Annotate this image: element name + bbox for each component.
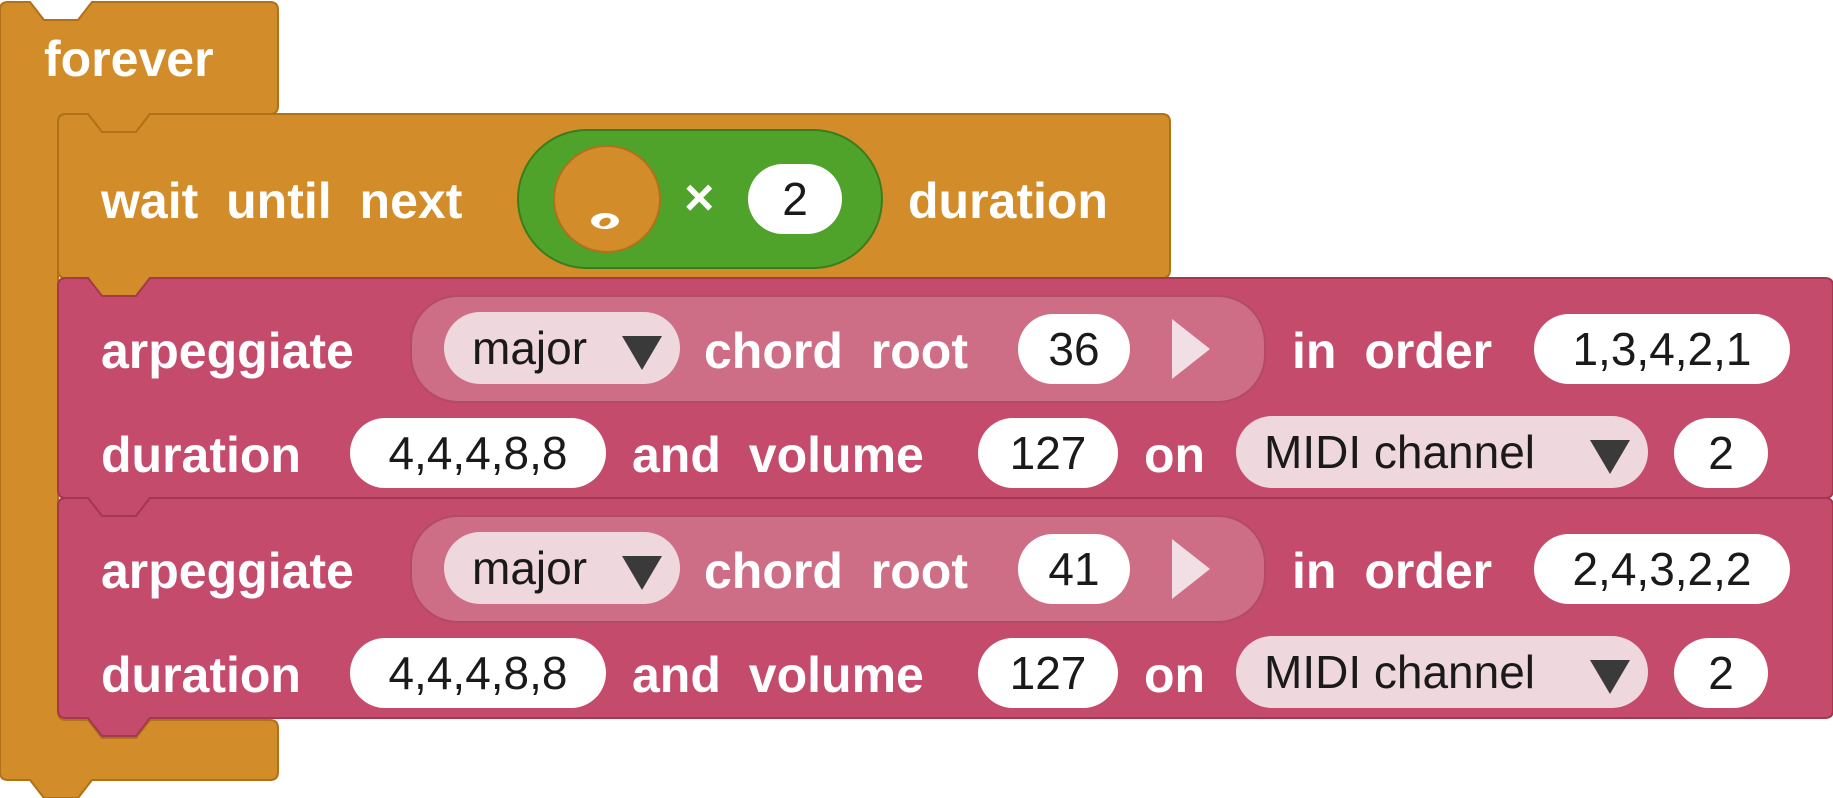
volume-input[interactable]: 127 bbox=[978, 638, 1118, 708]
duration-input[interactable]: 4,4,4,8,8 bbox=[350, 418, 606, 488]
duration-suffix-label: duration bbox=[908, 173, 1108, 229]
forever-label: forever bbox=[44, 31, 214, 87]
volume-label: and volume bbox=[632, 647, 924, 703]
chord-type-value: major bbox=[472, 542, 588, 594]
in-order-label: in order bbox=[1292, 543, 1493, 599]
expand-arrow-icon[interactable] bbox=[1172, 539, 1210, 599]
multiplier-input[interactable]: 2 bbox=[748, 164, 842, 234]
wait-until-next-label: wait until next bbox=[101, 173, 463, 229]
volume-label: and volume bbox=[632, 427, 924, 483]
chord-root-input[interactable]: 36 bbox=[1018, 314, 1130, 384]
chord-type-value: major bbox=[472, 322, 588, 374]
chord-type-dropdown[interactable]: major bbox=[444, 532, 680, 604]
order-input[interactable]: 2,4,3,2,2 bbox=[1534, 534, 1790, 604]
channel-input[interactable]: 2 bbox=[1674, 418, 1768, 488]
dropdown-arrow-icon bbox=[622, 556, 662, 590]
duration-input[interactable]: 4,4,4,8,8 bbox=[350, 638, 606, 708]
duration-label: duration bbox=[101, 427, 301, 483]
on-label: on bbox=[1144, 647, 1206, 703]
whole-note-icon bbox=[591, 213, 619, 229]
chord-root-input[interactable]: 41 bbox=[1018, 534, 1130, 604]
midi-channel-label: MIDI channel bbox=[1264, 426, 1536, 478]
dropdown-arrow-icon bbox=[622, 336, 662, 370]
midi-channel-dropdown[interactable]: MIDI channel bbox=[1236, 636, 1648, 708]
duration-label: duration bbox=[101, 647, 301, 703]
chord-root-label: chord root bbox=[704, 543, 968, 599]
dropdown-arrow-icon bbox=[1590, 660, 1630, 694]
forever-block-shape[interactable] bbox=[0, 1, 279, 798]
channel-input[interactable]: 2 bbox=[1674, 638, 1768, 708]
chord-root-label: chord root bbox=[704, 323, 968, 379]
expand-arrow-icon[interactable] bbox=[1172, 319, 1210, 379]
volume-input[interactable]: 127 bbox=[978, 418, 1118, 488]
in-order-label: in order bbox=[1292, 323, 1493, 379]
note-circle-input[interactable] bbox=[553, 145, 661, 253]
arpeggiate-label: arpeggiate bbox=[101, 323, 354, 379]
midi-channel-dropdown[interactable]: MIDI channel bbox=[1236, 416, 1648, 488]
chord-type-dropdown[interactable]: major bbox=[444, 312, 680, 384]
midi-channel-label: MIDI channel bbox=[1264, 646, 1536, 698]
multiply-symbol: × bbox=[684, 169, 715, 227]
dropdown-arrow-icon bbox=[1590, 440, 1630, 474]
on-label: on bbox=[1144, 427, 1206, 483]
order-input[interactable]: 1,3,4,2,1 bbox=[1534, 314, 1790, 384]
arpeggiate-label: arpeggiate bbox=[101, 543, 354, 599]
